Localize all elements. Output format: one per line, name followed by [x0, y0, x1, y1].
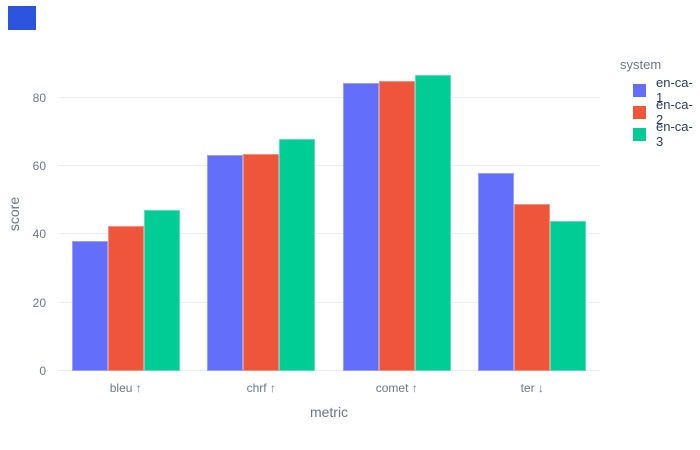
- bar-en-ca-1-comet[interactable]: [342, 82, 379, 371]
- legend-swatch-en-ca-2: [633, 105, 646, 119]
- bar-en-ca-3-comet[interactable]: [414, 75, 451, 371]
- gridline-y-80: [58, 96, 600, 98]
- bar-en-ca-1-chrf[interactable]: [207, 155, 244, 371]
- legend: system en-ca-1 en-ca-2 en-ca-3: [620, 57, 700, 149]
- legend-swatch-en-ca-3: [633, 127, 646, 141]
- bar-en-ca-3-bleu[interactable]: [143, 209, 180, 371]
- gridline-y-0: [58, 370, 600, 371]
- bar-en-ca-3-chrf[interactable]: [279, 138, 316, 371]
- bar-en-ca-1-bleu[interactable]: [71, 241, 108, 371]
- legend-label-en-ca-3: en-ca-3: [656, 119, 693, 149]
- bar-en-ca-2-chrf[interactable]: [243, 153, 280, 371]
- y-tick-label-0: 0: [39, 364, 46, 378]
- legend-label-en-ca-2: en-ca-2: [656, 97, 693, 127]
- legend-item-en-ca-1[interactable]: en-ca-1: [620, 75, 700, 105]
- legend-label-en-ca-1: en-ca-1: [656, 75, 693, 105]
- bar-en-ca-2-bleu[interactable]: [107, 226, 144, 371]
- overlay-rectangle: [8, 6, 36, 30]
- x-axis-title: metric: [309, 404, 349, 420]
- gridline-y-20: [58, 301, 600, 303]
- y-tick-label-80: 80: [32, 90, 46, 105]
- y-tick-label-60: 60: [32, 158, 46, 173]
- legend-title: system: [620, 57, 662, 72]
- bar-en-ca-1-ter[interactable]: [478, 173, 515, 371]
- x-tick-label-chrf: chrf ↑: [246, 381, 276, 395]
- legend-items: en-ca-1 en-ca-2 en-ca-3: [620, 75, 700, 149]
- bar-en-ca-2-ter[interactable]: [514, 203, 551, 371]
- legend-item-en-ca-2[interactable]: en-ca-2: [620, 97, 700, 127]
- bar-en-ca-2-comet[interactable]: [378, 81, 415, 371]
- bar-en-ca-3-ter[interactable]: [550, 221, 587, 371]
- gridline-y-40: [58, 233, 600, 235]
- y-axis-title: score: [6, 196, 22, 231]
- legend-item-en-ca-3[interactable]: en-ca-3: [620, 119, 700, 149]
- plot-area: [58, 60, 600, 371]
- x-tick-label-ter: ter ↓: [520, 381, 544, 395]
- x-tick-label-bleu: bleu ↑: [109, 381, 142, 395]
- gridline-y-60: [58, 164, 600, 166]
- y-tick-label-20: 20: [32, 295, 46, 310]
- x-tick-label-comet: comet ↑: [375, 381, 418, 395]
- y-tick-label-40: 40: [32, 227, 46, 242]
- legend-swatch-en-ca-1: [633, 83, 646, 97]
